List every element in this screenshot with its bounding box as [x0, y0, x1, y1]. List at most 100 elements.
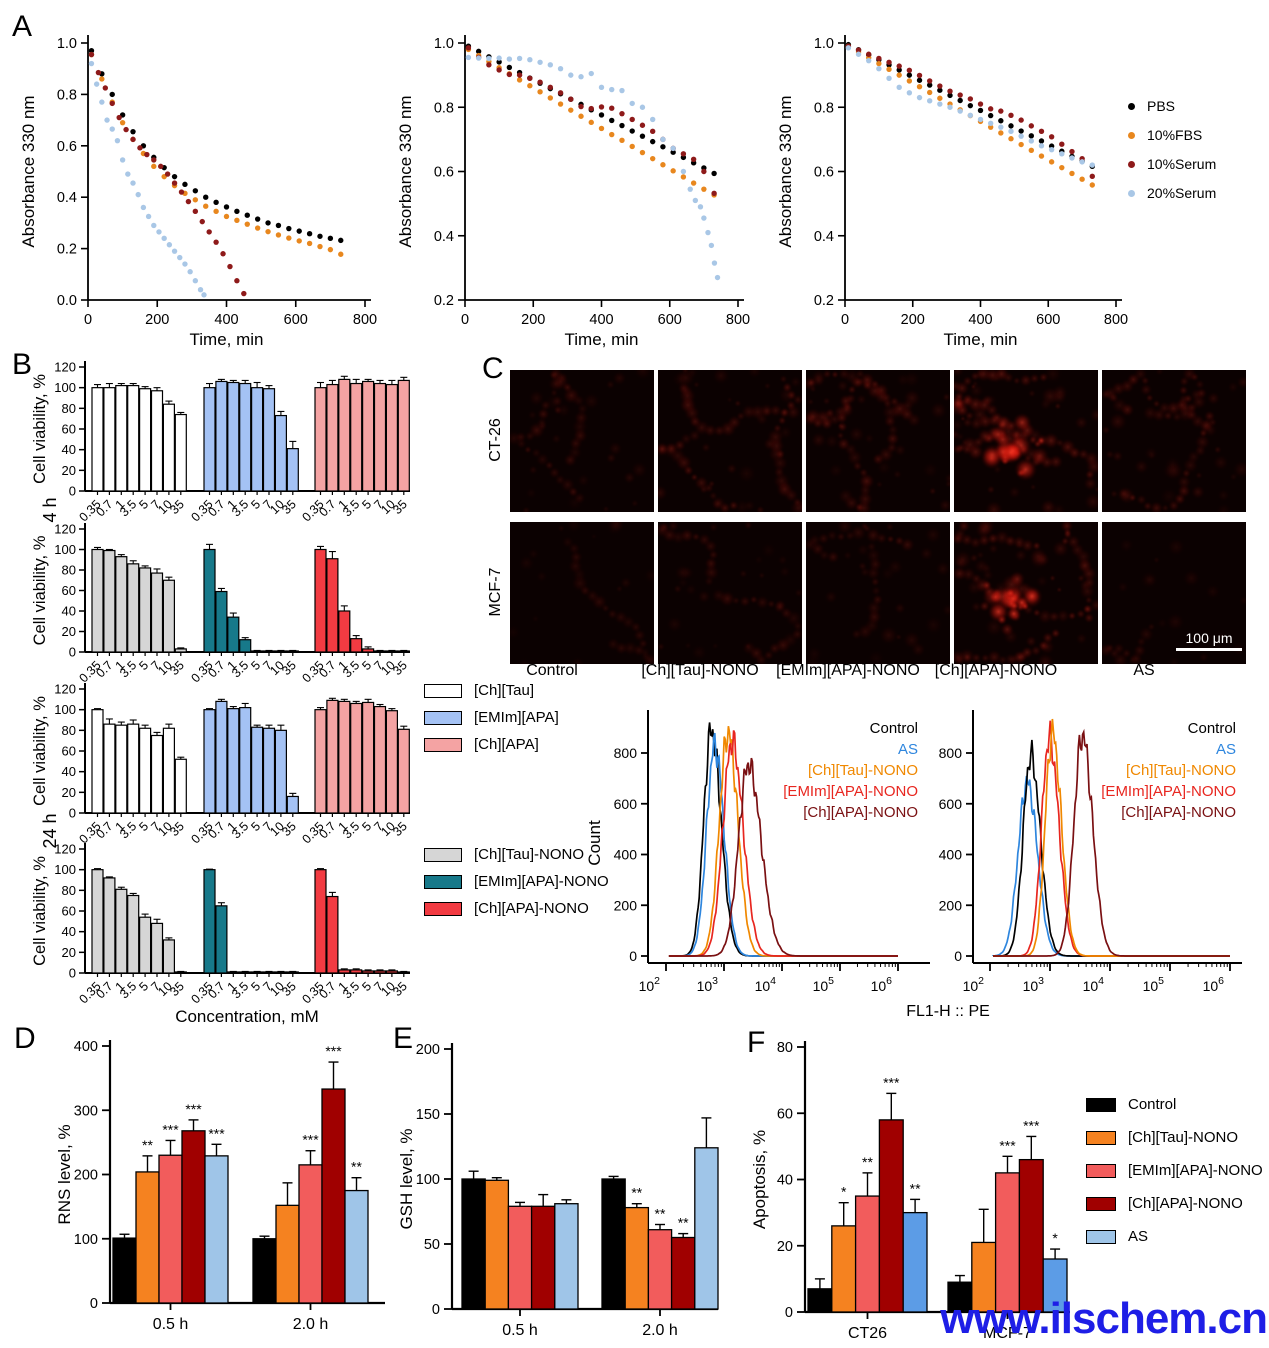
svg-text:0.6: 0.6 — [814, 165, 834, 181]
svg-text:102: 102 — [639, 975, 661, 994]
fluorescence-image — [954, 370, 1098, 512]
flow-left-legend: Control AS [Ch][Tau]-NONO [EMIm][APA]-NONO [… — [783, 718, 918, 823]
svg-text:103: 103 — [697, 975, 719, 994]
legend-item-[EMIm][APA]-NONO: [EMIm][APA]-NONO — [1086, 1162, 1263, 1179]
micrograph-CT-26-Control — [510, 370, 654, 512]
svg-text:20: 20 — [777, 1239, 793, 1255]
panel-label-d: D — [14, 1022, 36, 1055]
svg-text:35: 35 — [390, 658, 410, 678]
svg-text:80: 80 — [62, 563, 76, 578]
svg-text:**: ** — [631, 1185, 642, 1201]
svg-text:105: 105 — [813, 975, 835, 994]
svg-text:2.0 h: 2.0 h — [642, 1322, 678, 1339]
svg-text:***: *** — [162, 1121, 179, 1137]
svg-text:0: 0 — [954, 948, 962, 964]
svg-text:5: 5 — [136, 979, 151, 994]
svg-text:5: 5 — [359, 658, 374, 673]
micrograph-CT-26-AS — [1102, 370, 1246, 512]
legend-swatch — [1086, 1130, 1116, 1145]
legend-item-[Ch][Tau]-NONO: [Ch][Tau]-NONO — [424, 846, 609, 863]
legend-label: [Ch][Tau]-NONO — [474, 846, 585, 863]
panel-label-c: C — [482, 352, 504, 385]
micrograph-MCF-7-Control — [510, 522, 654, 664]
fluorescence-image — [510, 370, 654, 512]
svg-text:400: 400 — [968, 312, 992, 328]
flow-legend-AS: AS — [1215, 741, 1236, 758]
svg-text:400: 400 — [614, 847, 638, 863]
y-axis-label: GSH level, % — [397, 1128, 416, 1229]
svg-text:400: 400 — [589, 312, 613, 328]
flow-legend-Control: Control — [1187, 720, 1236, 737]
svg-text:60: 60 — [62, 744, 76, 759]
svg-text:200: 200 — [521, 312, 545, 328]
svg-text:800: 800 — [939, 745, 963, 761]
svg-text:100: 100 — [416, 1172, 440, 1188]
legend-swatch — [424, 874, 462, 889]
svg-text:0: 0 — [69, 484, 76, 499]
svg-text:200: 200 — [939, 897, 963, 913]
svg-text:104: 104 — [755, 975, 777, 994]
svg-text:0.4: 0.4 — [57, 190, 77, 206]
svg-text:**: ** — [655, 1206, 666, 1222]
col-label-AS: AS — [1133, 662, 1155, 679]
y-axis-label: Apoptosis, % — [750, 1130, 769, 1229]
micrograph-CT-26-[Ch][Tau]-NONO — [658, 370, 802, 512]
svg-text:400: 400 — [939, 847, 963, 863]
svg-text:5: 5 — [136, 658, 151, 673]
micrograph-MCF-7-[Ch][APA]-NONO — [954, 522, 1098, 664]
svg-text:80: 80 — [62, 723, 76, 738]
svg-text:5: 5 — [359, 819, 374, 834]
svg-text:800: 800 — [1104, 312, 1128, 328]
svg-text:0.5 h: 0.5 h — [153, 1316, 189, 1333]
svg-text:600: 600 — [284, 312, 308, 328]
svg-text:35: 35 — [167, 497, 187, 517]
svg-text:2.0 h: 2.0 h — [293, 1316, 329, 1333]
svg-text:50: 50 — [424, 1237, 440, 1253]
svg-text:***: *** — [883, 1074, 900, 1090]
svg-text:***: *** — [999, 1137, 1016, 1153]
legend-label: [EMIm][APA] — [474, 709, 559, 726]
flow-ylabel: Count — [585, 820, 604, 866]
panel-b-legend-ionic-liquids: [Ch][Tau] [EMIm][APA] [Ch][APA] — [424, 682, 559, 763]
micrograph-CT-26-[EMIm][APA]-NONO — [806, 370, 950, 512]
svg-text:600: 600 — [1036, 312, 1060, 328]
panel-b-24h: 24 h — [40, 813, 60, 848]
svg-text:0.8: 0.8 — [57, 87, 77, 103]
fluorescence-image — [1102, 522, 1246, 664]
flow-legend-[Ch][APA]-NONO: [Ch][APA]-NONO — [1121, 804, 1236, 821]
svg-text:0.2: 0.2 — [434, 293, 454, 309]
panel-f-legend: Control [Ch][Tau]-NONO [EMIm][APA]-NONO [Ch… — [1086, 1096, 1263, 1261]
panel-label-f: F — [747, 1026, 766, 1059]
flow-xlabel: FL1-H :: PE — [906, 1003, 990, 1020]
legend-swatch — [1086, 1163, 1116, 1178]
flow-legend-[Ch][Tau]-NONO: [Ch][Tau]-NONO — [807, 762, 918, 779]
legend-swatch — [424, 847, 462, 862]
svg-text:35: 35 — [167, 979, 187, 999]
legend-item-Control: Control — [1086, 1096, 1263, 1113]
svg-text:400: 400 — [74, 1039, 98, 1055]
svg-text:800: 800 — [726, 312, 750, 328]
svg-text:200: 200 — [614, 897, 638, 913]
micrograph-MCF-7-[EMIm][APA]-NONO — [806, 522, 950, 664]
col-label-[EMIm][APA]-NONO: [EMIm][APA]-NONO — [776, 662, 920, 679]
fluorescence-image — [658, 370, 802, 512]
svg-text:35: 35 — [167, 819, 187, 839]
svg-text:200: 200 — [145, 312, 169, 328]
svg-text:*: * — [1052, 1230, 1058, 1246]
micrograph-MCF-7-AS — [1102, 522, 1246, 664]
svg-text:5: 5 — [359, 497, 374, 512]
legend-item-[Ch][APA]-NONO: [Ch][APA]-NONO — [424, 900, 609, 917]
panel-e-chart: 0 50 100 150 200 GSH level, % 0.5 h 2.0 h ** ** ** — [397, 1042, 719, 1339]
legend-item-AS: AS — [1086, 1228, 1263, 1245]
svg-text:105: 105 — [1143, 975, 1165, 994]
panel-a-legend: PBS 10%FBS 10%Serum 20%Serum — [1128, 98, 1216, 214]
scale-bar-line — [1176, 648, 1242, 651]
svg-text:0: 0 — [785, 1305, 793, 1321]
micrograph-MCF-7-[Ch][Tau]-NONO — [658, 522, 802, 664]
svg-text:120: 120 — [54, 682, 76, 697]
